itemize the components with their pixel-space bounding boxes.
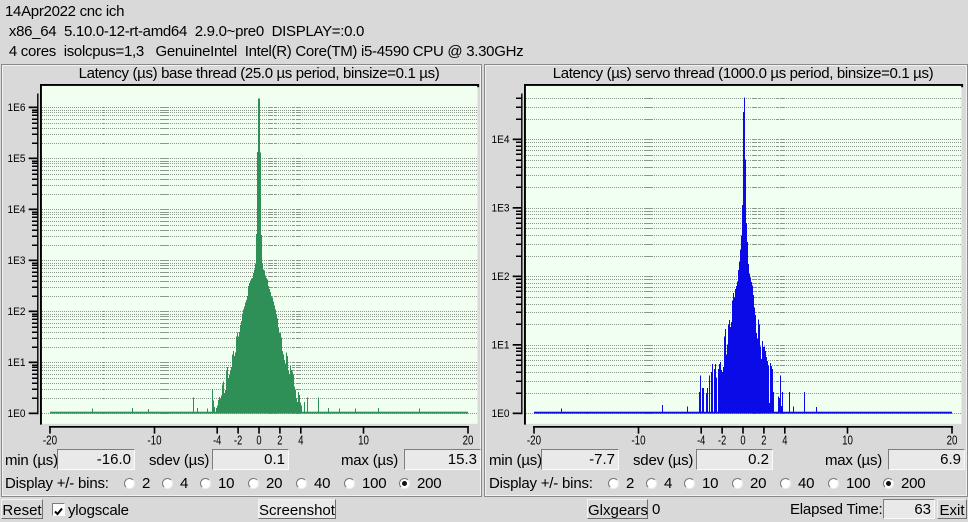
svg-text:20: 20 [463,434,474,448]
svg-text:1E3: 1E3 [492,203,510,215]
svg-text:2: 2 [761,434,766,448]
svg-text:-20: -20 [43,434,57,448]
svg-text:1E0: 1E0 [492,408,510,420]
svg-text:-10: -10 [147,434,161,448]
svg-text:1E1: 1E1 [8,357,26,369]
svg-text:-10: -10 [631,434,645,448]
svg-text:4: 4 [298,434,303,448]
svg-text:-20: -20 [527,434,541,448]
svg-text:0: 0 [256,434,261,448]
svg-text:1E6: 1E6 [8,102,26,114]
svg-text:1E3: 1E3 [8,255,26,267]
svg-text:0: 0 [740,434,745,448]
svg-text:1E2: 1E2 [8,306,26,318]
svg-text:-2: -2 [234,434,242,448]
svg-text:4: 4 [782,434,787,448]
svg-text:1E2: 1E2 [492,271,510,283]
svg-text:-4: -4 [697,434,705,448]
svg-text:1E1: 1E1 [492,340,510,352]
svg-text:1E4: 1E4 [492,134,510,146]
svg-text:20: 20 [947,434,958,448]
svg-text:-4: -4 [213,434,221,448]
svg-text:-2: -2 [718,434,726,448]
svg-text:10: 10 [842,434,853,448]
svg-text:10: 10 [358,434,369,448]
svg-text:1E5: 1E5 [8,153,26,165]
svg-text:2: 2 [277,434,282,448]
svg-text:1E4: 1E4 [8,204,26,216]
svg-text:1E0: 1E0 [8,408,26,420]
